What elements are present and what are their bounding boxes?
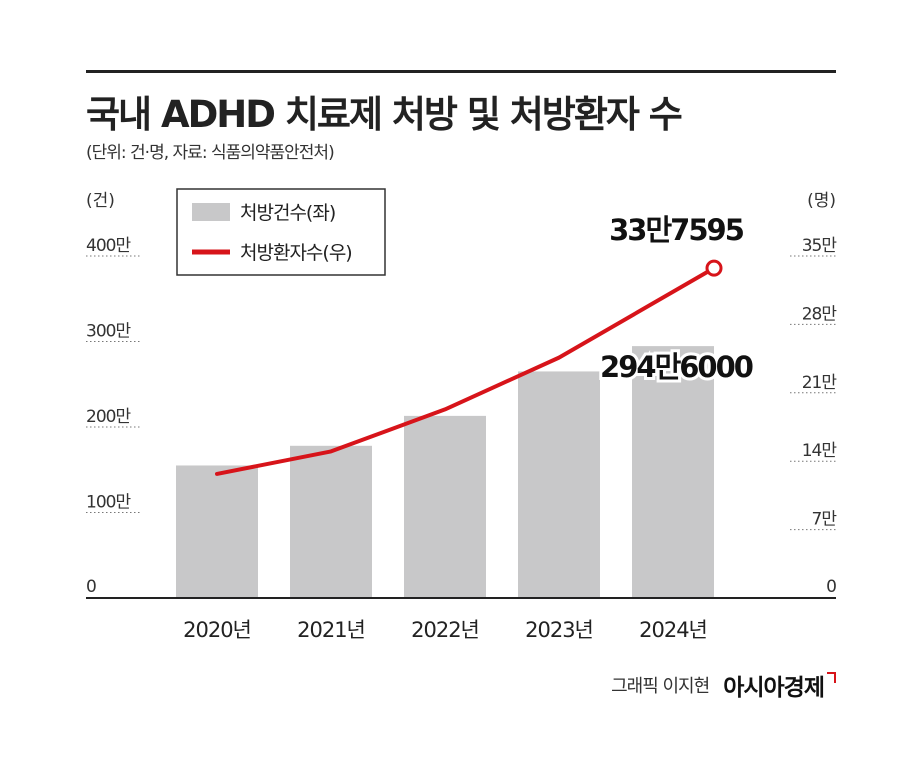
right-axis-unit: (명)	[807, 191, 836, 211]
series-line	[215, 266, 716, 476]
bar	[290, 445, 372, 598]
right-tick-label: 0	[826, 577, 836, 597]
data-label-prescriptions-2024: 294만6000	[600, 350, 753, 384]
data-label-patients-2024: 33만7595	[609, 213, 744, 247]
left-tick-label: 300만	[86, 322, 131, 342]
legend-swatch-bar	[192, 203, 230, 221]
chart-title: 국내 ADHD 치료제 처방 및 처방환자 수	[86, 93, 683, 136]
bar	[518, 371, 600, 598]
right-tick-label: 14만	[802, 441, 838, 461]
legend-label-line: 처방환자수(우)	[240, 242, 352, 264]
bars-layer	[176, 346, 714, 598]
x-tick-label: 2024년	[639, 618, 707, 642]
left-tick-label: 400만	[86, 236, 131, 256]
left-tick-label: 0	[86, 577, 96, 597]
right-tick-label: 21만	[802, 373, 838, 393]
right-tick-label: 7만	[812, 510, 838, 530]
bar	[176, 465, 258, 598]
line-end-marker	[705, 259, 723, 277]
line-layer	[215, 259, 723, 476]
top-rule	[86, 70, 836, 73]
credit: 그래픽 이지현 아시아경제	[611, 668, 836, 702]
x-tick-label: 2021년	[297, 618, 365, 642]
right-tick-label: 35만	[802, 236, 838, 256]
graphic-credit: 그래픽 이지현	[611, 676, 710, 697]
legend: 처방건수(좌) 처방환자수(우)	[176, 188, 386, 276]
right-tick-label: 28만	[802, 304, 838, 324]
left-tick-label: 100만	[86, 493, 131, 513]
grid-layer	[86, 255, 836, 531]
labels-layer: 0 100만 200만 300만 400만 (건) 0 7만 14만 21만 28만 35만 (명) 20…	[86, 191, 838, 642]
legend-label-bar: 처방건수(좌)	[240, 202, 335, 224]
brand-logo: 아시아경제	[723, 675, 825, 701]
chart-subtitle: (단위: 건·명, 자료: 식품의약품안전처)	[86, 143, 335, 163]
x-tick-label: 2022년	[411, 618, 479, 642]
bar	[632, 346, 714, 598]
bar	[404, 415, 486, 598]
left-axis-unit: (건)	[86, 191, 115, 211]
x-tick-label: 2020년	[183, 618, 251, 642]
x-tick-label: 2023년	[525, 618, 593, 642]
left-tick-label: 200만	[86, 407, 131, 427]
brand-mark-icon	[827, 671, 836, 683]
